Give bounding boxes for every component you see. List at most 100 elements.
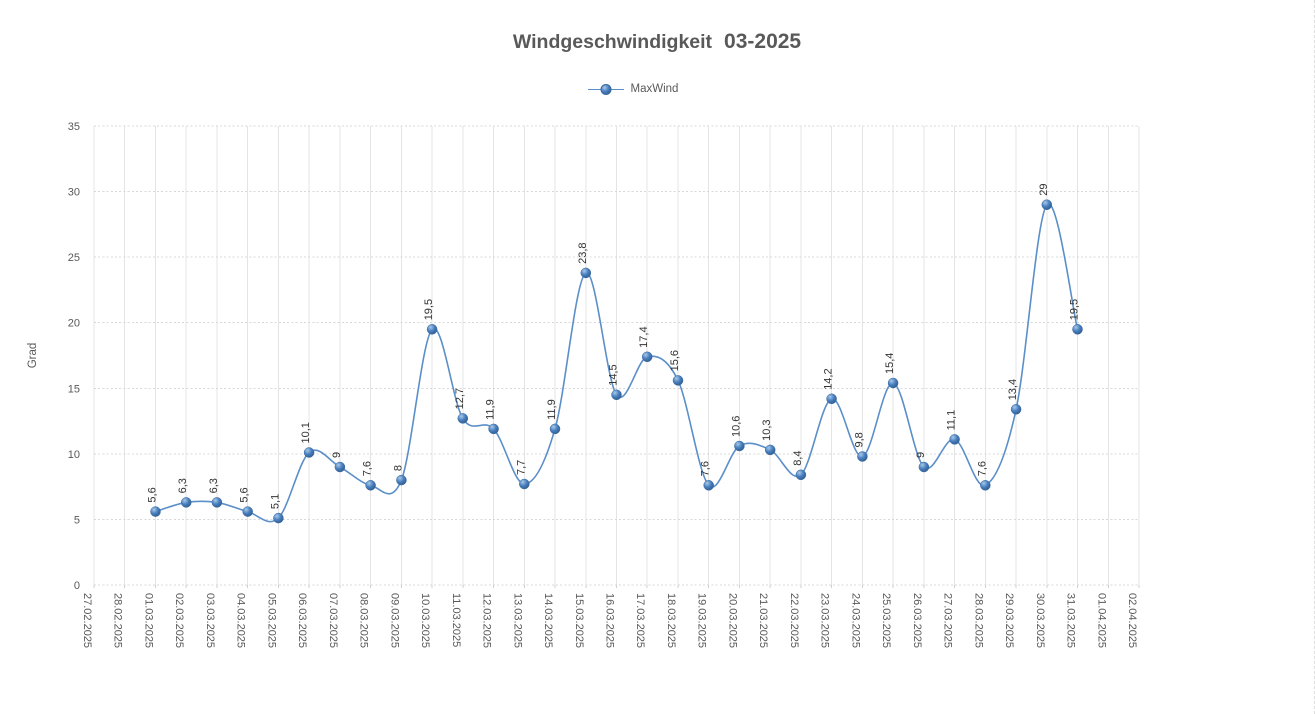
x-tick-label: 02.04.2025: [1126, 593, 1138, 648]
x-tick-label: 17.03.2025: [634, 593, 646, 648]
data-point-label: 9: [915, 452, 927, 458]
data-point-marker: [150, 506, 161, 517]
data-point-marker: [826, 393, 837, 405]
data-point-label: 14,5: [608, 364, 620, 385]
x-tick-label: 10.03.2025: [419, 593, 431, 648]
data-point-marker: [273, 512, 284, 524]
y-tick-label: 15: [68, 383, 80, 395]
data-point-label: 7,7: [515, 460, 527, 475]
data-point-label: 6,3: [208, 478, 220, 493]
data-point-marker: [887, 377, 899, 389]
data-point-label: 9,8: [853, 432, 865, 447]
data-point-marker: [734, 440, 745, 452]
data-point-label: 9: [331, 452, 343, 458]
x-tick-label: 04.03.2025: [235, 593, 247, 648]
data-point-marker: [764, 444, 776, 456]
x-tick-label: 12.03.2025: [481, 593, 493, 648]
legend-series-label: MaxWind: [630, 83, 679, 95]
x-tick-label: 18.03.2025: [665, 593, 677, 648]
data-point-marker: [580, 267, 592, 279]
x-tick-label: 26.03.2025: [911, 593, 923, 648]
data-point-label: 5,6: [147, 487, 159, 502]
y-tick-label: 10: [68, 449, 80, 461]
x-tick-label: 30.03.2025: [1034, 593, 1046, 648]
x-tick-label: 07.03.2025: [327, 593, 339, 648]
data-point-marker: [703, 480, 714, 491]
chart-title-main: Windgeschwindigkeit: [512, 31, 713, 53]
data-point-label: 15,4: [884, 353, 896, 374]
chart-title-period: 03-2025: [724, 30, 802, 53]
data-point-label: 11,9: [546, 399, 558, 420]
data-point-label: 29: [1038, 183, 1050, 195]
legend: MaxWind: [0, 81, 1290, 97]
data-point-marker: [1041, 199, 1053, 210]
x-tick-label: 14.03.2025: [542, 593, 554, 648]
data-point-marker: [857, 451, 868, 462]
data-point-label: 12,7: [454, 388, 466, 409]
x-tick-label: 05.03.2025: [265, 593, 277, 648]
data-point-marker: [672, 375, 684, 386]
x-tick-label: 15.03.2025: [573, 593, 585, 648]
data-point-label: 17,4: [638, 326, 650, 347]
data-point-label: 10,3: [761, 419, 773, 440]
data-point-label: 19,5: [423, 299, 435, 320]
x-tick-label: 06.03.2025: [296, 593, 308, 648]
x-tick-label: 19.03.2025: [696, 593, 708, 648]
chart-title: Windgeschwindigkeit 03-2025: [0, 30, 1314, 54]
x-tick-label: 13.03.2025: [511, 593, 523, 648]
x-tick-label: 28.02.2025: [112, 593, 124, 648]
y-tick-label: 35: [68, 121, 80, 133]
data-point-marker: [1010, 404, 1022, 415]
x-tick-label: 08.03.2025: [358, 593, 370, 648]
x-tick-label: 16.03.2025: [604, 593, 616, 648]
x-tick-label: 28.03.2025: [972, 593, 984, 648]
data-point-marker: [611, 389, 622, 401]
data-point-label: 5,1: [269, 494, 281, 509]
data-point-marker: [180, 497, 192, 508]
data-point-label: 8,4: [792, 451, 804, 466]
data-point-label: 8: [392, 465, 404, 471]
x-tick-label: 02.03.2025: [173, 593, 185, 648]
data-point-marker: [396, 474, 407, 486]
data-point-label: 7,6: [362, 461, 374, 476]
x-tick-label: 11.03.2025: [450, 593, 462, 647]
data-point-label: 10,6: [730, 416, 742, 437]
y-tick-label: 5: [74, 514, 80, 526]
x-tick-label: 09.03.2025: [388, 593, 400, 648]
x-tick-label: 27.02.2025: [81, 593, 93, 648]
data-point-marker: [549, 423, 561, 435]
data-point-label: 11,9: [485, 399, 497, 420]
data-point-label: 13,4: [1007, 379, 1019, 400]
data-point-marker: [1072, 324, 1083, 335]
x-tick-label: 31.03.2025: [1065, 593, 1077, 648]
x-tick-label: 20.03.2025: [726, 593, 738, 648]
series-maxwind: 5,6 6,3 6,3 5,6 5,1 10,1 9 7,6 8 19,5 12,7 11,9 7,7 1…: [147, 183, 1083, 524]
data-point-label: 19,5: [1069, 299, 1081, 320]
legend-sphere-icon: [600, 83, 612, 95]
data-point-marker: [519, 478, 530, 490]
x-tick-label: 27.03.2025: [942, 593, 954, 648]
data-point-label: 7,6: [976, 461, 988, 476]
data-point-marker: [365, 480, 376, 491]
data-point-label: 6,3: [177, 478, 189, 493]
data-point-label: 23,8: [577, 242, 589, 263]
data-point-label: 15,6: [669, 350, 681, 371]
data-point-marker: [488, 423, 499, 435]
y-tick-label: 25: [68, 252, 80, 264]
y-axis-title: Grad: [27, 343, 39, 369]
data-point-marker: [303, 447, 315, 458]
data-point-marker: [980, 480, 991, 491]
x-tick-label: 29.03.2025: [1003, 593, 1015, 648]
data-point-marker: [641, 351, 653, 363]
x-tick-label: 22.03.2025: [788, 593, 800, 648]
x-tick-label: 03.03.2025: [204, 593, 216, 648]
data-point-label: 14,2: [823, 368, 835, 389]
series-line: [155, 203, 1079, 523]
legend-line-marker-icon: [587, 83, 624, 95]
x-tick-label: 25.03.2025: [880, 593, 892, 648]
x-tick-label: 21.03.2025: [757, 593, 769, 648]
data-point-marker: [457, 413, 469, 424]
data-point-marker: [242, 506, 253, 517]
